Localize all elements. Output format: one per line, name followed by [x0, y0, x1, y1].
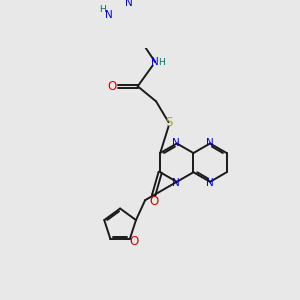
Text: N: N: [125, 0, 133, 8]
Text: O: O: [107, 80, 116, 93]
Text: S: S: [166, 116, 173, 129]
Text: H: H: [158, 58, 164, 68]
Text: N: N: [172, 138, 180, 148]
Text: N: N: [151, 57, 159, 67]
Text: N: N: [206, 178, 214, 188]
Text: N: N: [206, 138, 214, 148]
Text: O: O: [130, 235, 139, 248]
Text: N: N: [172, 178, 180, 188]
Text: N: N: [105, 10, 113, 20]
Text: H: H: [99, 5, 106, 14]
Text: O: O: [149, 195, 158, 208]
